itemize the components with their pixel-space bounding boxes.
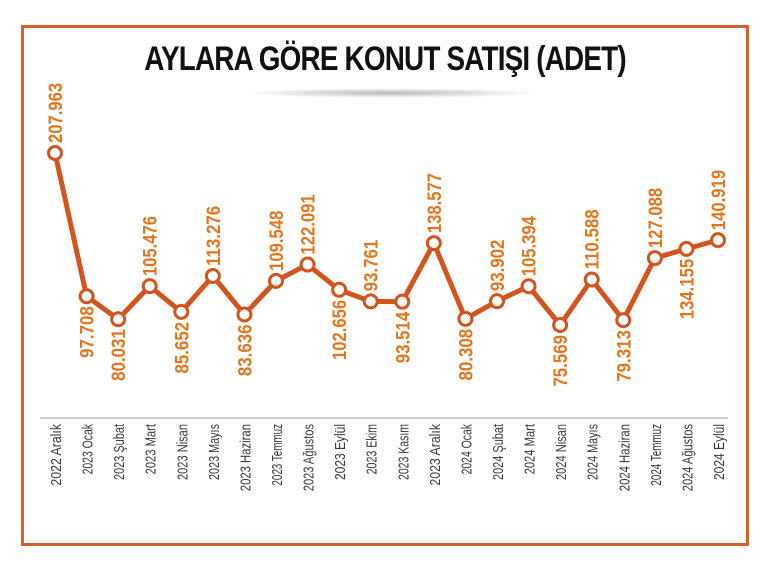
x-tick-label: 2024 Nisan xyxy=(553,424,570,480)
data-value-label: 93.761 xyxy=(362,239,383,291)
x-axis-tick-labels: 2022 Aralık 2023 Ocak 2023 Şubat 2023 Mart 2… xyxy=(48,423,728,491)
data-point-marker xyxy=(236,306,253,323)
data-point-marker xyxy=(299,256,316,273)
chart-title: AYLARA GÖRE KONUT SATIŞI (ADET) xyxy=(144,40,626,78)
x-tick-label: 2023 Kasım xyxy=(395,424,412,480)
title-underline-shadow xyxy=(240,88,540,98)
x-tick-label: 2024 Ağustos xyxy=(679,424,696,491)
data-value-label: 207.963 xyxy=(46,83,67,143)
x-tick-label: 2023 Mart xyxy=(143,423,160,474)
x-tick-label: 2024 Mart xyxy=(522,423,539,474)
data-value-label: 138.577 xyxy=(425,173,446,233)
data-value-label: 75.569 xyxy=(551,335,572,387)
x-tick-label: 2024 Şubat xyxy=(490,423,507,480)
data-point-marker xyxy=(615,312,632,329)
data-value-label: 85.652 xyxy=(172,322,193,374)
x-tick-label: 2023 Aralık xyxy=(427,424,444,486)
x-tick-label: 2023 Nisan xyxy=(174,424,191,480)
data-labels: 207.963 97.708 80.031 105.476 85.652 113.276 8… xyxy=(46,83,730,387)
data-point-marker xyxy=(362,293,379,310)
x-tick-label: 2023 Ekim xyxy=(364,424,381,474)
data-point-marker xyxy=(457,310,474,327)
data-value-label: 140.919 xyxy=(709,170,730,230)
data-point-marker xyxy=(141,278,158,295)
data-value-label: 80.031 xyxy=(109,329,130,381)
data-points xyxy=(47,145,726,333)
data-point-marker xyxy=(47,145,63,161)
data-point-marker xyxy=(173,303,190,320)
data-value-label: 127.088 xyxy=(646,188,667,248)
data-point-marker xyxy=(710,232,726,249)
x-tick-label: 2023 Ağustos xyxy=(301,424,318,491)
data-point-marker xyxy=(394,293,411,310)
data-value-label: 93.902 xyxy=(488,240,509,292)
series-line xyxy=(52,152,719,328)
chart-frame xyxy=(21,25,749,546)
data-point-marker xyxy=(204,268,221,285)
x-tick-label: 2023 Mayıs xyxy=(206,424,223,480)
data-value-label: 79.313 xyxy=(614,330,635,382)
data-value-label: 122.091 xyxy=(299,194,320,255)
data-point-marker xyxy=(489,293,505,310)
data-point-marker xyxy=(425,235,442,252)
data-value-label: 80.308 xyxy=(456,329,477,381)
data-point-marker xyxy=(552,317,569,333)
data-point-marker xyxy=(583,271,600,288)
data-point-marker xyxy=(110,311,127,328)
data-value-label: 102.656 xyxy=(330,300,351,360)
data-point-marker xyxy=(78,288,95,305)
x-tick-label: 2024 Mayıs xyxy=(585,424,602,480)
data-point-marker xyxy=(646,250,663,267)
x-tick-label: 2023 Şubat xyxy=(111,423,128,480)
x-tick-label: 2022 Aralık xyxy=(48,424,65,486)
data-value-label: 109.548 xyxy=(267,211,288,271)
x-tick-label: 2023 Temmuz xyxy=(269,424,286,486)
data-value-label: 105.394 xyxy=(520,216,541,277)
x-tick-label: 2024 Haziran xyxy=(616,424,633,491)
data-point-marker xyxy=(678,240,695,257)
x-tick-label: 2024 Ocak xyxy=(458,424,475,475)
x-tick-label: 2024 Eylül xyxy=(711,424,728,480)
data-point-marker xyxy=(331,281,348,298)
data-line xyxy=(52,152,719,328)
data-value-label: 83.636 xyxy=(235,325,256,377)
data-value-label: 93.514 xyxy=(393,311,414,363)
data-value-label: 134.155 xyxy=(677,259,698,320)
data-point-marker xyxy=(520,278,537,295)
data-value-label: 110.588 xyxy=(583,209,604,269)
x-tick-label: 2023 Eylül xyxy=(332,424,349,480)
x-tick-label: 2024 Temmuz xyxy=(648,424,665,486)
data-value-label: 113.276 xyxy=(204,206,225,266)
data-value-label: 97.708 xyxy=(78,306,99,358)
data-point-marker xyxy=(268,272,284,289)
data-value-label: 105.476 xyxy=(141,216,162,276)
x-tick-label: 2023 Ocak xyxy=(80,424,97,475)
x-tick-label: 2023 Haziran xyxy=(237,424,254,491)
